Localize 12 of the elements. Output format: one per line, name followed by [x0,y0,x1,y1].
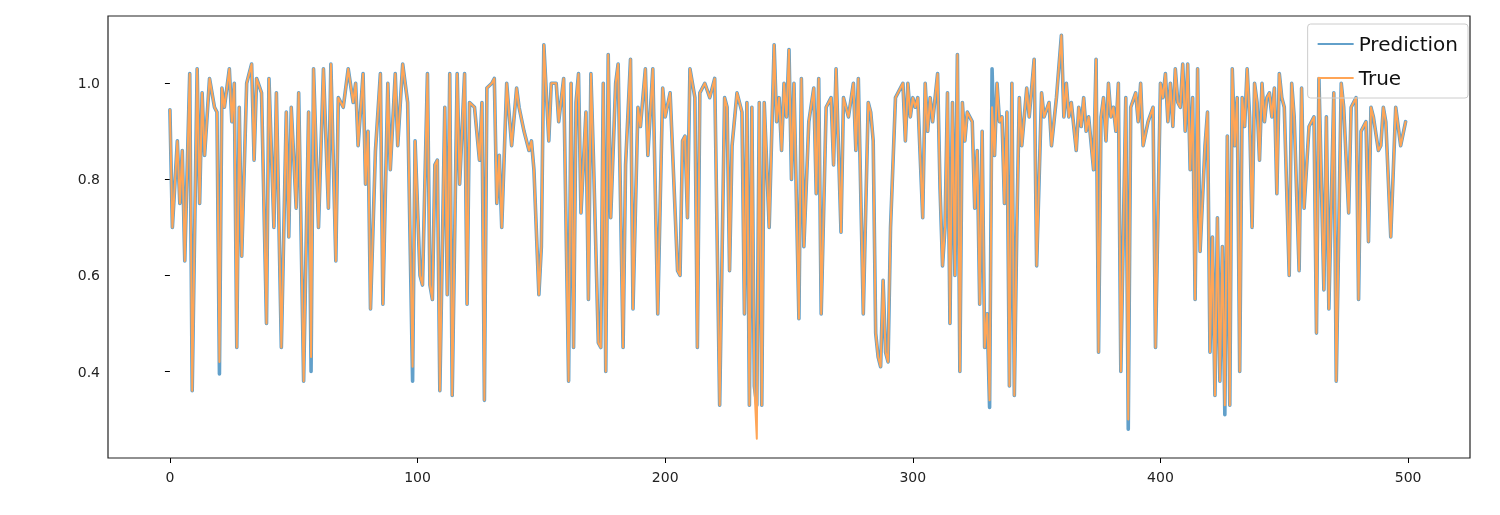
x-tick-label: 400 [1147,469,1174,485]
x-tick-label: 100 [404,469,431,485]
x-tick-label: 500 [1394,469,1422,485]
legend-label: True [1357,66,1402,90]
x-tick-label: 300 [899,469,927,485]
x-tick-label: 0 [165,469,175,485]
y-tick-label: 1.0 [77,75,100,92]
y-tick-label: 0.8 [77,171,100,188]
y-tick-label: 0.6 [77,267,101,284]
y-tick-label: 0.4 [77,363,101,380]
x-tick-label: 200 [651,469,679,485]
legend-label: Prediction [1358,32,1458,56]
